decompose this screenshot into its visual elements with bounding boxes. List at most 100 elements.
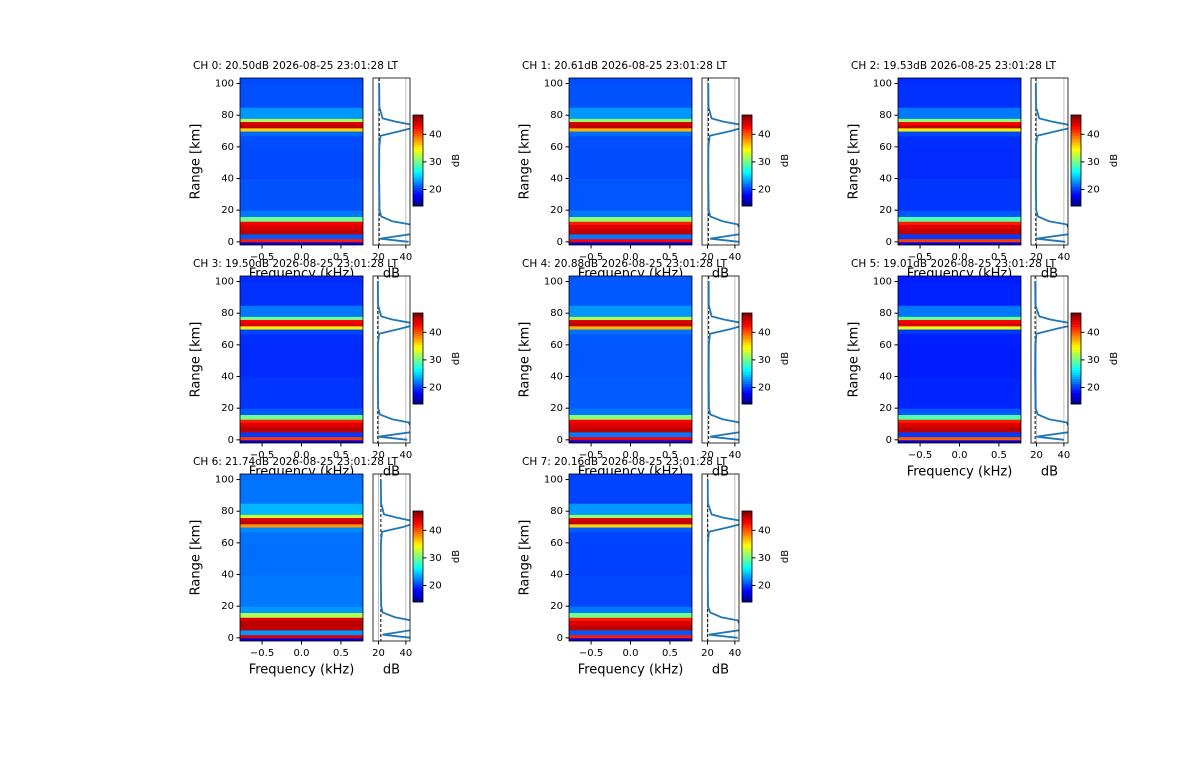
colorbar-tick-label: 30 <box>1087 157 1100 168</box>
colorbar-step <box>413 199 423 202</box>
colorbar-step <box>742 196 752 200</box>
colorbar-step <box>742 315 752 318</box>
heatmap-row <box>898 83 1021 108</box>
y-tick-label: 60 <box>879 142 892 153</box>
colorbar-step <box>413 522 423 526</box>
colorbar-step <box>1071 390 1081 394</box>
heatmap-row <box>240 146 363 180</box>
chart-title: CH 5: 19.01dB 2026-08-25 23:01:28 LT <box>851 258 1057 270</box>
heatmap-row <box>240 276 363 283</box>
colorbar-step <box>413 324 423 328</box>
heatmap-row <box>240 414 363 420</box>
heatmap-row <box>569 376 692 409</box>
colorbar-step <box>742 524 752 528</box>
colorbar-step <box>413 192 423 196</box>
colorbar-step <box>413 558 423 562</box>
colorbar-step <box>413 392 423 396</box>
colorbar-step <box>742 140 752 143</box>
heatmap-row <box>240 216 363 222</box>
colorbar-step <box>413 378 423 382</box>
colorbar-step <box>742 365 752 368</box>
colorbar-tick-label: 20 <box>758 184 771 195</box>
colorbar-frame <box>741 312 753 405</box>
colorbar-step <box>1071 192 1081 196</box>
colorbar-step <box>413 388 423 391</box>
colorbar-step <box>413 313 423 316</box>
x-tick-label: −0.5 <box>908 450 932 461</box>
x-tick-label: 40 <box>729 252 742 263</box>
heatmap-row <box>569 625 692 631</box>
colorbar-step <box>413 160 423 164</box>
colorbar-tick-label: 40 <box>1087 129 1100 140</box>
colorbar-step <box>742 549 752 553</box>
heatmap-row <box>898 210 1021 218</box>
colorbar-step <box>1071 169 1081 173</box>
heatmap-row <box>240 408 363 416</box>
colorbar-step <box>413 524 423 528</box>
colorbar-step <box>742 335 752 339</box>
heatmap-row <box>569 238 692 243</box>
profile-frame <box>701 473 740 642</box>
colorbar-step <box>742 378 752 382</box>
colorbar-frame <box>1070 114 1082 207</box>
heatmap <box>240 78 363 245</box>
colorbar-step <box>413 176 423 180</box>
x-tick-label: 20 <box>701 252 714 263</box>
heatmap-row <box>898 127 1021 132</box>
heatmap-row <box>240 325 363 330</box>
heatmap <box>569 474 692 641</box>
x-tick-label: 40 <box>400 648 413 659</box>
colorbar-step <box>742 326 752 330</box>
x-axis-label: dB <box>712 267 729 282</box>
colorbar-step <box>413 554 423 557</box>
heatmap-row <box>569 233 692 240</box>
colorbar-step <box>742 149 752 152</box>
colorbar-step <box>1071 399 1081 403</box>
colorbar-step <box>413 153 423 157</box>
colorbar-step <box>1071 388 1081 391</box>
colorbar-step <box>1071 322 1081 325</box>
heatmap-row <box>569 408 692 416</box>
colorbar-step <box>413 140 423 143</box>
colorbar-step <box>742 169 752 173</box>
y-tick-label: 100 <box>215 475 234 486</box>
heatmap-row <box>240 118 363 123</box>
heatmap-row <box>240 527 363 533</box>
colorbar-step <box>1071 187 1081 191</box>
heatmap-row <box>569 503 692 515</box>
colorbar-step <box>742 563 752 566</box>
colorbar-tick-label: 40 <box>758 129 771 140</box>
y-tick-label: 100 <box>873 277 892 288</box>
colorbar-label: dB <box>780 550 791 563</box>
colorbar-step <box>413 319 423 323</box>
colorbar-step <box>413 536 423 539</box>
y-axis-label: Range [km] <box>518 124 533 200</box>
colorbar-step <box>1071 342 1081 346</box>
colorbar-step <box>1071 358 1081 362</box>
colorbar-step <box>1071 165 1081 168</box>
heatmap-row <box>240 531 363 544</box>
colorbar-step <box>742 178 752 182</box>
colorbar-step <box>742 347 752 350</box>
colorbar-step <box>413 171 423 175</box>
colorbar-tick-label: 20 <box>1087 382 1100 393</box>
colorbar-step <box>413 385 423 389</box>
colorbar-tick-label: 20 <box>429 382 442 393</box>
colorbar-step <box>413 511 423 514</box>
colorbar-step <box>742 142 752 145</box>
colorbar-step <box>413 149 423 152</box>
colorbar-step <box>413 365 423 368</box>
heatmap-row <box>898 316 1021 321</box>
colorbar-step <box>1071 376 1081 380</box>
colorbar-step <box>742 146 752 150</box>
y-axis-label: Range [km] <box>189 520 204 596</box>
colorbar-step <box>413 563 423 566</box>
colorbar-step <box>1071 190 1081 193</box>
heatmap-row <box>240 233 363 240</box>
colorbar-step <box>742 529 752 532</box>
heatmap-row <box>569 531 692 544</box>
y-tick-label: 0 <box>557 237 563 248</box>
heatmap-row <box>898 281 1021 306</box>
colorbar-tick-label: 20 <box>758 382 771 393</box>
y-tick-label: 100 <box>544 79 563 90</box>
